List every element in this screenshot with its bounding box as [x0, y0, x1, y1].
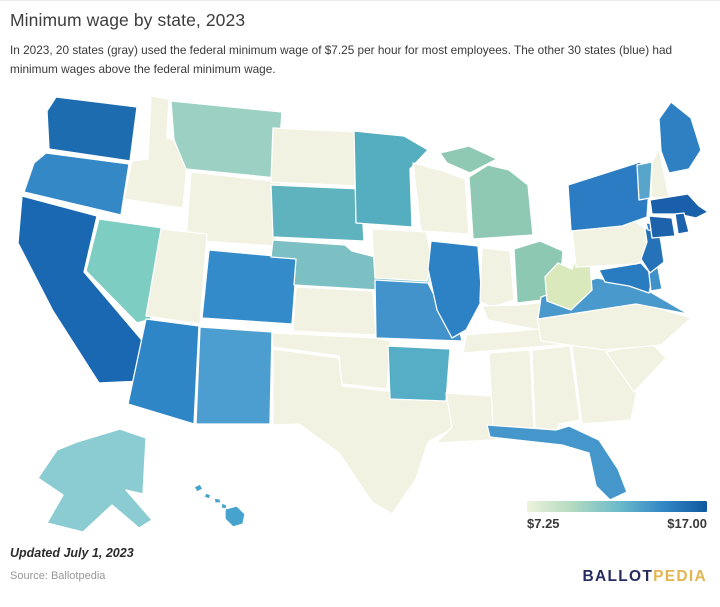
- state-MD[interactable]: Maryland: [598, 262, 654, 294]
- legend-max-label: $17.00: [667, 516, 707, 531]
- state-CO[interactable]: Colorado: [201, 249, 298, 325]
- state-MI[interactable]: Michigan: [439, 145, 534, 240]
- state-RI[interactable]: Rhode Island: [674, 212, 690, 235]
- state-NV[interactable]: Nevada: [85, 218, 164, 324]
- legend-min-label: $7.25: [527, 516, 560, 531]
- state-MN[interactable]: Minnesota: [353, 130, 429, 228]
- page-title: Minimum wage by state, 2023: [10, 10, 246, 30]
- source-credit: Source: Ballotpedia: [10, 570, 106, 582]
- logo-pedia-text: PEDIA: [653, 568, 707, 585]
- state-AK[interactable]: Alaska: [37, 428, 153, 533]
- state-MT[interactable]: Montana: [170, 100, 283, 179]
- state-MS[interactable]: Mississippi: [488, 349, 535, 433]
- state-NM[interactable]: New Mexico: [195, 326, 273, 425]
- state-WA[interactable]: Washington: [46, 96, 138, 162]
- updated-date: Updated July 1, 2023: [10, 546, 134, 560]
- state-HI[interactable]: Hawaii: [193, 483, 246, 528]
- state-AR[interactable]: Arkansas: [387, 345, 451, 402]
- state-FL[interactable]: Florida: [486, 424, 628, 509]
- state-TX[interactable]: Texas: [272, 348, 453, 515]
- logo-ballot-text: BALLOT: [582, 568, 654, 585]
- state-IN[interactable]: Indiana: [479, 247, 515, 308]
- legend-gradient-bar: [527, 501, 707, 512]
- state-ME[interactable]: Maine: [658, 101, 702, 174]
- chart-subtitle: In 2023, 20 states (gray) used the feder…: [10, 43, 673, 77]
- state-ID[interactable]: Idaho: [123, 95, 190, 209]
- state-AZ[interactable]: Arizona: [127, 318, 200, 425]
- state-WI[interactable]: Wisconsin: [412, 162, 470, 235]
- state-CT[interactable]: Connecticut: [648, 215, 676, 239]
- state-IA[interactable]: Iowa: [371, 228, 433, 282]
- state-OR[interactable]: Oregon: [23, 152, 130, 216]
- state-KS[interactable]: Kansas: [292, 286, 377, 336]
- state-SD[interactable]: South Dakota: [270, 184, 365, 242]
- state-IL[interactable]: Illinois: [427, 240, 483, 339]
- state-MA[interactable]: Massachusetts: [649, 193, 709, 219]
- state-AL[interactable]: Alabama: [531, 345, 581, 433]
- legend-labels: $7.25 $17.00: [527, 516, 707, 531]
- state-ND[interactable]: North Dakota: [270, 127, 360, 187]
- state-VT[interactable]: Vermont: [636, 161, 653, 201]
- ballotpedia-logo: BALLOTPEDIA: [582, 568, 707, 586]
- state-UT[interactable]: Utah: [145, 228, 208, 325]
- color-scale-legend: $7.25 $17.00: [527, 501, 707, 531]
